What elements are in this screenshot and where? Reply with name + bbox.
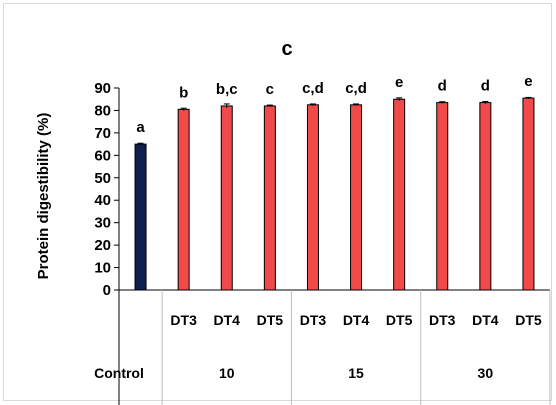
bar — [264, 106, 275, 290]
x-category-label: DT4 — [343, 312, 370, 328]
bar — [135, 144, 146, 290]
significance-letter: c — [266, 81, 274, 98]
y-tick-label: 10 — [94, 260, 111, 277]
significance-letter: c,d — [345, 80, 367, 97]
y-tick-label: 40 — [94, 192, 111, 209]
significance-letter: e — [524, 73, 532, 90]
bar — [178, 109, 189, 290]
significance-letter: c,d — [302, 80, 324, 97]
bar — [480, 103, 491, 290]
bar — [437, 103, 448, 290]
x-category-label: DT5 — [515, 312, 542, 328]
y-tick-label: 50 — [94, 170, 111, 187]
significance-letter: d — [438, 78, 447, 95]
bar — [394, 99, 405, 290]
y-tick-label: 70 — [94, 125, 111, 142]
y-tick-label: 60 — [94, 147, 111, 164]
bar — [221, 106, 232, 290]
bar — [523, 98, 534, 290]
x-category-label: DT3 — [300, 312, 327, 328]
x-category-label: DT5 — [386, 312, 413, 328]
y-tick-label: 80 — [94, 102, 111, 119]
x-category-label: DT4 — [472, 312, 499, 328]
x-group-label: 30 — [478, 365, 494, 381]
x-category-label: DT3 — [170, 312, 197, 328]
chart-title: c — [281, 38, 292, 60]
bar — [307, 105, 318, 290]
x-category-label: DT4 — [214, 312, 241, 328]
significance-letter: d — [481, 78, 490, 95]
y-tick-label: 30 — [94, 215, 111, 232]
y-tick-label: 20 — [94, 237, 111, 254]
y-tick-label: 0 — [103, 282, 111, 299]
significance-letter: e — [395, 74, 403, 91]
y-tick-label: 90 — [94, 80, 111, 97]
x-group-label: 15 — [348, 365, 364, 381]
significance-letter: a — [136, 119, 145, 136]
x-category-label: DT3 — [429, 312, 456, 328]
significance-letter: b — [179, 84, 188, 101]
x-group-label: 10 — [219, 365, 235, 381]
y-axis-label: Protein digestibility (%) — [35, 113, 52, 280]
significance-letter: b,c — [216, 81, 238, 98]
x-category-label: DT5 — [257, 312, 284, 328]
bar — [351, 105, 362, 290]
